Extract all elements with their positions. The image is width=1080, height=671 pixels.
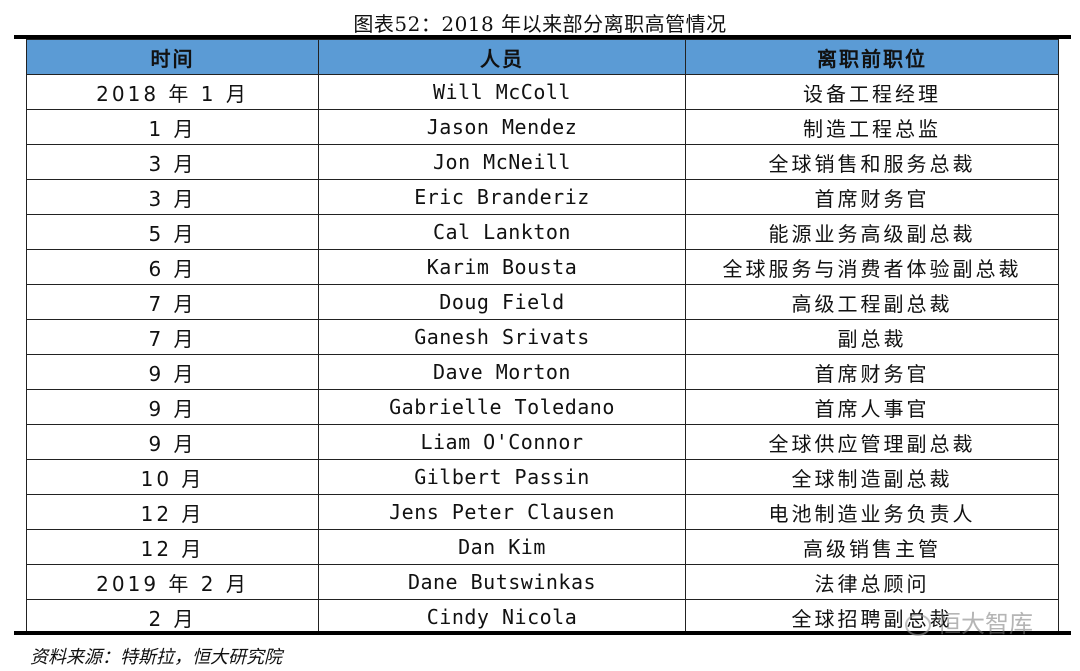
table-row: 5 月 Cal Lankton 能源业务高级副总裁 bbox=[26, 214, 1059, 250]
executive-departures-table: 时间 人员 离职前职位 2018 年 1 月 Will McColl 设备工程经理 1… bbox=[26, 39, 1059, 635]
position-cell: 全球销售和服务总裁 bbox=[685, 144, 1059, 180]
person-cell: Jason Mendez bbox=[318, 109, 686, 145]
table-row: 9 月 Liam O'Connor 全球供应管理副总裁 bbox=[26, 424, 1059, 460]
time-cell: 6 月 bbox=[26, 249, 319, 285]
time-cell: 3 月 bbox=[26, 144, 319, 180]
source-note: 资料来源：特斯拉，恒大研究院 bbox=[30, 647, 282, 668]
header-person: 人员 bbox=[318, 39, 686, 75]
header-time: 时间 bbox=[26, 39, 319, 75]
table-row: 7 月 Ganesh Srivats 副总裁 bbox=[26, 319, 1059, 355]
position-cell: 法律总顾问 bbox=[685, 564, 1059, 600]
person-cell: Will McColl bbox=[318, 74, 686, 110]
table-title: 图表52：2018 年以来部分离职高管情况 bbox=[353, 12, 727, 36]
position-cell: 首席财务官 bbox=[685, 179, 1059, 215]
time-cell: 7 月 bbox=[26, 284, 319, 320]
position-cell: 副总裁 bbox=[685, 319, 1059, 355]
table-row: 9 月 Dave Morton 首席财务官 bbox=[26, 354, 1059, 390]
header-position: 离职前职位 bbox=[685, 39, 1059, 75]
table-row: 3 月 Eric Branderiz 首席财务官 bbox=[26, 179, 1059, 215]
position-cell: 高级工程副总裁 bbox=[685, 284, 1059, 320]
time-cell: 5 月 bbox=[26, 214, 319, 250]
person-cell: Jens Peter Clausen bbox=[318, 494, 686, 530]
watermark: 恒大智库 bbox=[905, 604, 1033, 639]
person-cell: Ganesh Srivats bbox=[318, 319, 686, 355]
position-cell: 首席财务官 bbox=[685, 354, 1059, 390]
position-cell: 全球制造副总裁 bbox=[685, 459, 1059, 495]
position-cell: 能源业务高级副总裁 bbox=[685, 214, 1059, 250]
time-cell: 2018 年 1 月 bbox=[26, 74, 319, 110]
header-row: 时间 人员 离职前职位 bbox=[26, 39, 1059, 75]
position-cell: 高级销售主管 bbox=[685, 529, 1059, 565]
person-cell: Dave Morton bbox=[318, 354, 686, 390]
time-cell: 10 月 bbox=[26, 459, 319, 495]
person-cell: Jon McNeill bbox=[318, 144, 686, 180]
time-cell: 3 月 bbox=[26, 179, 319, 215]
wechat-icon bbox=[905, 614, 931, 636]
table-row: 12 月 Jens Peter Clausen 电池制造业务负责人 bbox=[26, 494, 1059, 530]
position-cell: 首席人事官 bbox=[685, 389, 1059, 425]
position-cell: 全球服务与消费者体验副总裁 bbox=[685, 249, 1059, 285]
watermark-text: 恒大智库 bbox=[937, 610, 1033, 638]
table-row: 10 月 Gilbert Passin 全球制造副总裁 bbox=[26, 459, 1059, 495]
table-row: 12 月 Dan Kim 高级销售主管 bbox=[26, 529, 1059, 565]
person-cell: Dan Kim bbox=[318, 529, 686, 565]
time-cell: 12 月 bbox=[26, 494, 319, 530]
position-cell: 电池制造业务负责人 bbox=[685, 494, 1059, 530]
time-cell: 2019 年 2 月 bbox=[26, 564, 319, 600]
time-cell: 9 月 bbox=[26, 389, 319, 425]
table-row: 2019 年 2 月 Dane Butswinkas 法律总顾问 bbox=[26, 564, 1059, 600]
person-cell: Cal Lankton bbox=[318, 214, 686, 250]
position-cell: 制造工程总监 bbox=[685, 109, 1059, 145]
table-row: 9 月 Gabrielle Toledano 首席人事官 bbox=[26, 389, 1059, 425]
table-row: 7 月 Doug Field 高级工程副总裁 bbox=[26, 284, 1059, 320]
table-row: 2 月 Cindy Nicola 全球招聘副总裁 bbox=[26, 599, 1059, 635]
person-cell: Doug Field bbox=[318, 284, 686, 320]
table-row: 3 月 Jon McNeill 全球销售和服务总裁 bbox=[26, 144, 1059, 180]
table-row: 2018 年 1 月 Will McColl 设备工程经理 bbox=[26, 74, 1059, 110]
time-cell: 9 月 bbox=[26, 354, 319, 390]
person-cell: Karim Bousta bbox=[318, 249, 686, 285]
person-cell: Dane Butswinkas bbox=[318, 564, 686, 600]
position-cell: 设备工程经理 bbox=[685, 74, 1059, 110]
time-cell: 1 月 bbox=[26, 109, 319, 145]
position-cell: 全球招聘副总裁 bbox=[685, 599, 1059, 635]
top-rule bbox=[14, 35, 1071, 39]
table-row: 6 月 Karim Bousta 全球服务与消费者体验副总裁 bbox=[26, 249, 1059, 285]
person-cell: Cindy Nicola bbox=[318, 599, 686, 635]
person-cell: Liam O'Connor bbox=[318, 424, 686, 460]
bottom-rule bbox=[14, 631, 1071, 635]
person-cell: Gilbert Passin bbox=[318, 459, 686, 495]
time-cell: 12 月 bbox=[26, 529, 319, 565]
time-cell: 9 月 bbox=[26, 424, 319, 460]
time-cell: 2 月 bbox=[26, 599, 319, 635]
person-cell: Gabrielle Toledano bbox=[318, 389, 686, 425]
person-cell: Eric Branderiz bbox=[318, 179, 686, 215]
table-row: 1 月 Jason Mendez 制造工程总监 bbox=[26, 109, 1059, 145]
position-cell: 全球供应管理副总裁 bbox=[685, 424, 1059, 460]
time-cell: 7 月 bbox=[26, 319, 319, 355]
